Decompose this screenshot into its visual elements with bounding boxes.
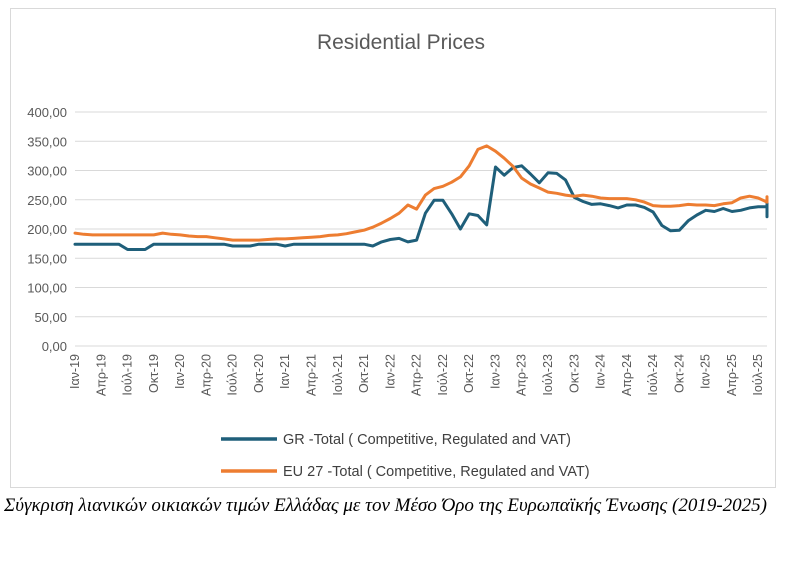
x-tick-label: Οκτ-24 [672, 354, 686, 393]
x-tick-label: Απρ-24 [620, 354, 634, 396]
legend: GR -Total ( Competitive, Regulated and V… [221, 432, 590, 480]
x-tick-label: Ιούλ-21 [331, 354, 345, 396]
y-tick-label: 0,00 [42, 339, 67, 354]
x-tick-label: Απρ-21 [305, 354, 319, 396]
x-tick-label: Ιούλ-20 [226, 354, 240, 396]
x-axis: Ιαν-19 Απρ-19 Ιούλ-19 Οκτ-19 Ιαν-20 Απρ-20 Ιού… [68, 354, 765, 396]
x-tick-label: Οκτ-22 [462, 354, 476, 393]
x-tick-label: Οκτ-19 [147, 354, 161, 393]
x-tick-label: Οκτ-20 [252, 354, 266, 393]
chart-container: Residential Prices 0,00 50,00 100,00 150,00… [10, 8, 776, 488]
line-chart: Residential Prices 0,00 50,00 100,00 150,00… [27, 31, 769, 480]
x-tick-label: Ιαν-23 [488, 354, 502, 389]
y-tick-label: 50,00 [34, 310, 67, 325]
y-tick-label: 350,00 [27, 134, 67, 149]
series-line-gr [73, 164, 769, 251]
y-tick-label: 200,00 [27, 222, 67, 237]
x-tick-label: Ιούλ-23 [541, 354, 555, 396]
x-tick-label: Ιαν-22 [383, 354, 397, 389]
y-tick-label: 400,00 [27, 105, 67, 120]
x-tick-label: Απρ-23 [515, 354, 529, 396]
legend-label: EU 27 -Total ( Competitive, Regulated an… [283, 464, 590, 480]
y-tick-label: 250,00 [27, 193, 67, 208]
x-tick-label: Οκτ-23 [567, 354, 581, 393]
series-line-eu27 [73, 144, 769, 242]
x-tick-label: Απρ-25 [725, 354, 739, 396]
legend-label: GR -Total ( Competitive, Regulated and V… [283, 432, 571, 448]
x-tick-label: Ιούλ-19 [121, 354, 135, 396]
chart-title: Residential Prices [317, 31, 485, 54]
x-tick-label: Απρ-22 [410, 354, 424, 396]
x-tick-label: Ιούλ-25 [751, 354, 765, 396]
figure-caption: Σύγκριση λιανικών οικιακών τιμών Ελλάδας… [4, 495, 767, 516]
x-tick-label: Ιούλ-24 [646, 354, 660, 396]
y-tick-label: 300,00 [27, 164, 67, 179]
x-tick-label: Ιούλ-22 [436, 354, 450, 396]
series-layer [73, 144, 769, 251]
x-tick-label: Απρ-20 [199, 354, 213, 396]
x-tick-label: Ιαν-25 [699, 354, 713, 389]
x-tick-label: Ιαν-21 [278, 354, 292, 389]
x-tick-label: Απρ-19 [94, 354, 108, 396]
x-tick-label: Ιαν-24 [594, 354, 608, 389]
x-tick-label: Ιαν-20 [173, 354, 187, 389]
x-tick-label: Οκτ-21 [357, 354, 371, 393]
x-tick-label: Ιαν-19 [68, 354, 82, 389]
y-axis: 0,00 50,00 100,00 150,00 200,00 250,00 300,00 3… [27, 105, 67, 354]
y-tick-label: 150,00 [27, 251, 67, 266]
y-tick-label: 100,00 [27, 281, 67, 296]
